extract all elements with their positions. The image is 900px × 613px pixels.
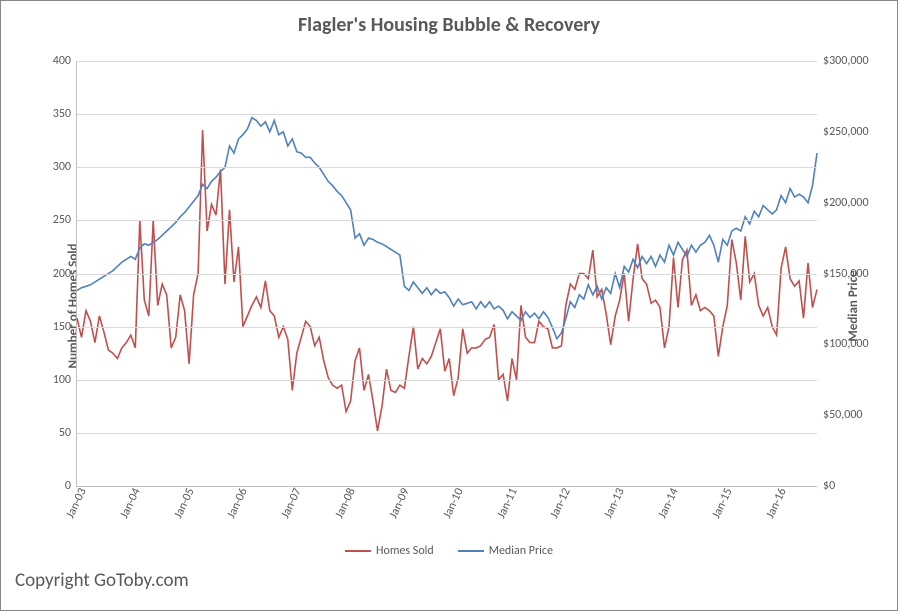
ytick-left: 300 bbox=[53, 160, 77, 174]
xtick: Jan-14 bbox=[656, 486, 682, 521]
ytick-left: 100 bbox=[53, 373, 77, 387]
xtick: Jan-06 bbox=[225, 486, 251, 521]
ytick-right: $50,000 bbox=[817, 408, 863, 422]
xtick: Jan-11 bbox=[494, 486, 520, 521]
xtick: Jan-13 bbox=[602, 486, 628, 521]
legend-item: Median Price bbox=[458, 544, 553, 558]
ytick-right: $150,000 bbox=[817, 267, 869, 281]
gridline bbox=[77, 114, 817, 115]
xtick: Jan-04 bbox=[117, 486, 143, 521]
gridline bbox=[77, 433, 817, 434]
ytick-left: 400 bbox=[53, 54, 77, 68]
ytick-right: $300,000 bbox=[817, 54, 869, 68]
ytick-left: 200 bbox=[53, 267, 77, 281]
ytick-right: $100,000 bbox=[817, 337, 869, 351]
xtick: Jan-09 bbox=[387, 486, 413, 521]
series-homes-sold bbox=[77, 130, 817, 431]
chart-container: Flagler's Housing Bubble & Recovery Numb… bbox=[0, 0, 898, 611]
ytick-left: 350 bbox=[53, 107, 77, 121]
legend-swatch bbox=[345, 550, 371, 552]
ytick-left: 50 bbox=[59, 426, 77, 440]
chart-title: Flagler's Housing Bubble & Recovery bbox=[1, 13, 897, 37]
gridline bbox=[77, 327, 817, 328]
legend-label: Median Price bbox=[489, 544, 553, 558]
copyright-text: Copyright GoToby.com bbox=[15, 569, 189, 592]
y-axis-right-label: Median Price bbox=[846, 270, 861, 341]
gridline bbox=[77, 274, 817, 275]
ytick-right: $0 bbox=[817, 479, 835, 493]
gridline bbox=[77, 220, 817, 221]
xtick: Jan-12 bbox=[548, 486, 574, 521]
legend-label: Homes Sold bbox=[376, 544, 434, 558]
plot-area: 050100150200250300350400$0$50,000$100,00… bbox=[76, 61, 817, 487]
gridline bbox=[77, 167, 817, 168]
legend: Homes Sold Median Price bbox=[1, 542, 897, 558]
xtick: Jan-15 bbox=[709, 486, 735, 521]
series-median-price bbox=[77, 118, 817, 339]
legend-swatch bbox=[458, 550, 484, 552]
ytick-right: $250,000 bbox=[817, 125, 869, 139]
xtick: Jan-05 bbox=[171, 486, 197, 521]
ytick-left: 150 bbox=[53, 320, 77, 334]
gridline bbox=[77, 380, 817, 381]
gridline bbox=[77, 61, 817, 62]
legend-item: Homes Sold bbox=[345, 544, 434, 558]
ytick-left: 250 bbox=[53, 213, 77, 227]
xtick: Jan-07 bbox=[279, 486, 305, 521]
xtick: Jan-16 bbox=[763, 486, 789, 521]
xtick: Jan-08 bbox=[333, 486, 359, 521]
xtick: Jan-10 bbox=[440, 486, 466, 521]
ytick-right: $200,000 bbox=[817, 196, 869, 210]
